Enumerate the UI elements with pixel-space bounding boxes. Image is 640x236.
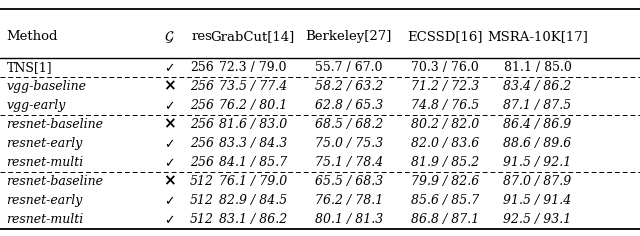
Text: res: res	[191, 30, 212, 43]
Text: $\checkmark$: $\checkmark$	[164, 61, 175, 74]
Text: 256: 256	[189, 99, 214, 112]
Text: 80.1 / 81.3: 80.1 / 81.3	[315, 213, 383, 226]
Text: 82.0 / 83.6: 82.0 / 83.6	[411, 137, 479, 150]
Text: 85.6 / 85.7: 85.6 / 85.7	[411, 194, 479, 207]
Text: 91.5 / 91.4: 91.5 / 91.4	[504, 194, 572, 207]
Text: 81.6 / 83.0: 81.6 / 83.0	[219, 118, 287, 131]
Text: 87.0 / 87.9: 87.0 / 87.9	[504, 175, 572, 188]
Text: $\boldsymbol{\times}$: $\boldsymbol{\times}$	[163, 175, 176, 189]
Text: 256: 256	[189, 61, 214, 74]
Text: 86.8 / 87.1: 86.8 / 87.1	[411, 213, 479, 226]
Text: Method: Method	[6, 30, 58, 43]
Text: 79.9 / 82.6: 79.9 / 82.6	[411, 175, 479, 188]
Text: 512: 512	[189, 194, 214, 207]
Text: resnet-early: resnet-early	[6, 194, 83, 207]
Text: 81.9 / 85.2: 81.9 / 85.2	[411, 156, 479, 169]
Text: 68.5 / 68.2: 68.5 / 68.2	[315, 118, 383, 131]
Text: $\checkmark$: $\checkmark$	[164, 213, 175, 226]
Text: 512: 512	[189, 213, 214, 226]
Text: MSRA-10K[17]: MSRA-10K[17]	[487, 30, 588, 43]
Text: 58.2 / 63.2: 58.2 / 63.2	[315, 80, 383, 93]
Text: 62.8 / 65.3: 62.8 / 65.3	[315, 99, 383, 112]
Text: 70.3 / 76.0: 70.3 / 76.0	[411, 61, 479, 74]
Text: 74.8 / 76.5: 74.8 / 76.5	[411, 99, 479, 112]
Text: 83.3 / 84.3: 83.3 / 84.3	[219, 137, 287, 150]
Text: 75.0 / 75.3: 75.0 / 75.3	[315, 137, 383, 150]
Text: $\boldsymbol{\times}$: $\boldsymbol{\times}$	[163, 118, 176, 132]
Text: 256: 256	[189, 118, 214, 131]
Text: 72.3 / 79.0: 72.3 / 79.0	[219, 61, 287, 74]
Text: 81.1 / 85.0: 81.1 / 85.0	[504, 61, 572, 74]
Text: 76.1 / 79.0: 76.1 / 79.0	[219, 175, 287, 188]
Text: 512: 512	[189, 175, 214, 188]
Text: 73.5 / 77.4: 73.5 / 77.4	[219, 80, 287, 93]
Text: $\checkmark$: $\checkmark$	[164, 194, 175, 207]
Text: 76.2 / 80.1: 76.2 / 80.1	[219, 99, 287, 112]
Text: 256: 256	[189, 80, 214, 93]
Text: $\mathcal{G}$: $\mathcal{G}$	[164, 29, 175, 45]
Text: 88.6 / 89.6: 88.6 / 89.6	[504, 137, 572, 150]
Text: 83.1 / 86.2: 83.1 / 86.2	[219, 213, 287, 226]
Text: $\checkmark$: $\checkmark$	[164, 156, 175, 169]
Text: 76.2 / 78.1: 76.2 / 78.1	[315, 194, 383, 207]
Text: Berkeley[27]: Berkeley[27]	[306, 30, 392, 43]
Text: 256: 256	[189, 156, 214, 169]
Text: resnet-baseline: resnet-baseline	[6, 118, 104, 131]
Text: 82.9 / 84.5: 82.9 / 84.5	[219, 194, 287, 207]
Text: 86.4 / 86.9: 86.4 / 86.9	[504, 118, 572, 131]
Text: 65.5 / 68.3: 65.5 / 68.3	[315, 175, 383, 188]
Text: vgg-baseline: vgg-baseline	[6, 80, 86, 93]
Text: 256: 256	[189, 137, 214, 150]
Text: $\checkmark$: $\checkmark$	[164, 137, 175, 150]
Text: $\checkmark$: $\checkmark$	[164, 99, 175, 112]
Text: 80.2 / 82.0: 80.2 / 82.0	[411, 118, 479, 131]
Text: $\boldsymbol{\times}$: $\boldsymbol{\times}$	[163, 80, 176, 94]
Text: ECSSD[16]: ECSSD[16]	[407, 30, 483, 43]
Text: GrabCut[14]: GrabCut[14]	[211, 30, 295, 43]
Text: 55.7 / 67.0: 55.7 / 67.0	[315, 61, 383, 74]
Text: 83.4 / 86.2: 83.4 / 86.2	[504, 80, 572, 93]
Text: 92.5 / 93.1: 92.5 / 93.1	[504, 213, 572, 226]
Text: 87.1 / 87.5: 87.1 / 87.5	[504, 99, 572, 112]
Text: resnet-baseline: resnet-baseline	[6, 175, 104, 188]
Text: 75.1 / 78.4: 75.1 / 78.4	[315, 156, 383, 169]
Text: resnet-early: resnet-early	[6, 137, 83, 150]
Text: TNS[1]: TNS[1]	[6, 61, 52, 74]
Text: 91.5 / 92.1: 91.5 / 92.1	[504, 156, 572, 169]
Text: resnet-multi: resnet-multi	[6, 156, 84, 169]
Text: vgg-early: vgg-early	[6, 99, 66, 112]
Text: 71.2 / 72.3: 71.2 / 72.3	[411, 80, 479, 93]
Text: resnet-multi: resnet-multi	[6, 213, 84, 226]
Text: 84.1 / 85.7: 84.1 / 85.7	[219, 156, 287, 169]
